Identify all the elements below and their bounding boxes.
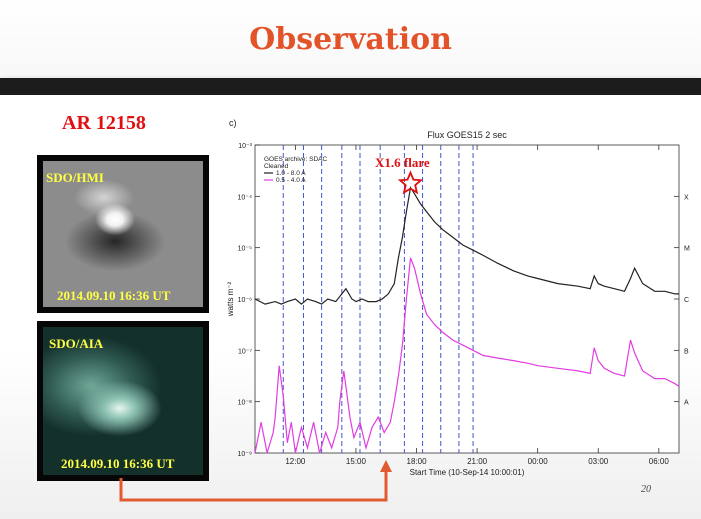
flare-class-label: C (684, 297, 689, 304)
legend-entry: 0.5 - 4.0 A (276, 177, 306, 184)
flare-class-label: A (684, 400, 689, 407)
y-tick-label: 10⁻⁵ (238, 246, 252, 253)
flare-class-label: M (684, 246, 690, 253)
x-tick-label: 06:00 (649, 457, 670, 466)
flare-class-label: X (684, 194, 689, 201)
y-tick-label: 10⁻⁸ (238, 400, 252, 407)
sdo-hmi-image: SDO/HMI 2014.09.10 16:36 UT (37, 155, 209, 313)
panel-label: c) (229, 118, 237, 128)
hmi-instrument-label: SDO/HMI (46, 170, 104, 185)
region-label: AR 12158 (62, 112, 146, 134)
slide-title: Observation (249, 22, 452, 57)
legend-subheader: Cleaned (264, 163, 289, 170)
x-tick-label: 15:00 (346, 457, 367, 466)
series-long-channel (254, 185, 679, 305)
plot-frame (254, 144, 680, 454)
y-axis-label: watts m⁻² (226, 281, 235, 317)
aia-timestamp: 2014.09.10 16:36 UT (61, 456, 175, 471)
x-axis-label: Start Time (10-Sep-14 10:00:01) (410, 468, 525, 477)
title-band (0, 0, 701, 80)
x-tick-label: 00:00 (528, 457, 549, 466)
y-tick-label: 10⁻⁶ (238, 297, 252, 304)
y-tick-label: 10⁻⁷ (238, 348, 252, 355)
y-tick-label: 10⁻³ (238, 143, 252, 150)
flare-class-label: B (684, 348, 689, 355)
title-divider-bar (0, 78, 701, 95)
x-tick-label: 03:00 (588, 457, 609, 466)
legend-entry: 1.0 - 8.0 A (276, 170, 306, 177)
legend-header: GOES archive: SDAC (264, 156, 328, 163)
series-short-channel (254, 257, 680, 454)
page-number: 20 (641, 484, 651, 495)
x-tick-label: 21:00 (467, 457, 488, 466)
flare-star-icon (397, 170, 424, 195)
chart-title: Flux GOES15 2 sec (427, 130, 507, 140)
hmi-timestamp: 2014.09.10 16:36 UT (57, 288, 171, 303)
magnetogram-picture (43, 161, 203, 307)
y-tick-label: 10⁻⁹ (238, 451, 252, 458)
x-tick-label: 18:00 (407, 457, 428, 466)
aia-instrument-label: SDO/AIA (49, 336, 104, 351)
sdo-aia-image: SDO/AIA 2014.09.10 16:36 UT (37, 321, 209, 481)
flare-annotation: X1.6 flare (375, 155, 430, 170)
euv-picture (43, 327, 203, 475)
goes-xray-flux-chart: c) Flux GOES15 2 sec 12:00 15:00 18:00 21:00 0… (226, 118, 690, 477)
x-tick-label: 12:00 (285, 457, 306, 466)
y-tick-label: 10⁻⁴ (238, 194, 253, 201)
